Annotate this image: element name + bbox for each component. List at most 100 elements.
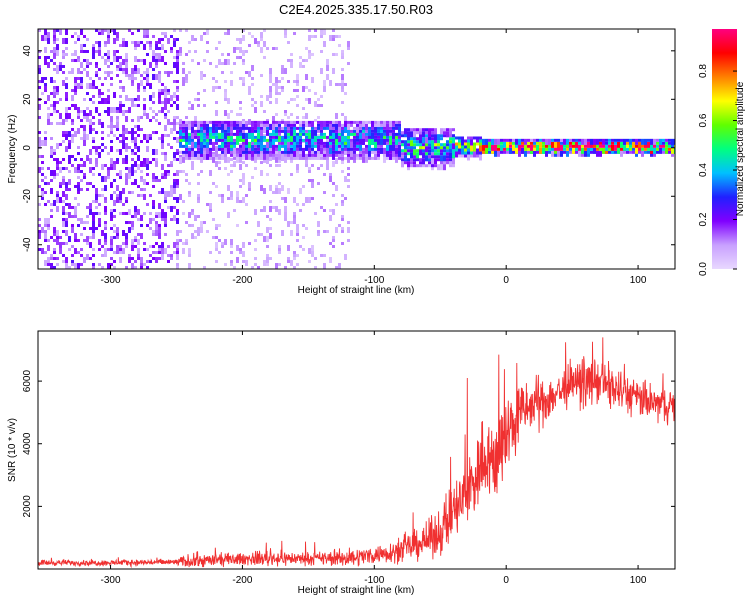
spectrogram-cell — [95, 131, 98, 134]
spectrogram-cell — [368, 138, 371, 145]
spectrogram-cell — [170, 104, 173, 107]
spectrogram-cell — [155, 215, 158, 218]
spectrogram-cell — [107, 101, 110, 104]
spectrogram-cell — [197, 138, 200, 145]
spectrogram-cell — [188, 132, 191, 136]
spectrogram-cell — [89, 62, 92, 65]
spectrogram-cell — [251, 120, 254, 127]
spectrogram-cell — [98, 68, 101, 71]
spectrogram-cell — [131, 182, 134, 185]
spectrogram-cell — [614, 144, 617, 151]
spectrogram-cell — [155, 62, 158, 65]
spectrogram-cell — [296, 83, 299, 86]
spectrogram-cell — [221, 62, 224, 65]
spectrogram-cell — [236, 38, 239, 41]
spectrogram-cell — [65, 131, 68, 134]
spectrogram-cell — [212, 135, 215, 139]
spectrogram-cell — [110, 71, 113, 74]
spectrogram-cell — [545, 147, 548, 151]
spectrogram-cell — [305, 113, 308, 119]
spectrogram-cell — [287, 132, 290, 136]
spectrogram-cell — [263, 260, 266, 266]
spectrogram-cell — [248, 188, 251, 191]
spectrogram-cell — [164, 98, 167, 104]
spectrogram-cell — [200, 129, 203, 133]
spectrogram-cell — [605, 144, 608, 151]
spectrogram-cell — [602, 138, 605, 145]
spectrogram-cell — [251, 83, 254, 86]
spectrogram-cell — [92, 47, 95, 53]
spectrogram-cell — [158, 53, 161, 59]
spectrogram-cell — [62, 200, 65, 203]
spectrogram-cell — [290, 120, 293, 124]
spectrogram-cell — [179, 194, 182, 200]
spectrogram-cell — [380, 129, 383, 133]
spectrogram-cell — [314, 212, 317, 215]
spectrogram-cell — [107, 152, 110, 155]
spectrogram-cell — [218, 120, 221, 124]
spectrogram-cell — [266, 257, 269, 263]
spectrogram-cell — [332, 209, 335, 215]
spectrogram-cell — [542, 138, 545, 142]
spectrogram-cell — [47, 167, 50, 170]
spectrogram-cell — [239, 101, 242, 104]
spectrogram-cell — [152, 101, 155, 104]
spectrogram-cell — [335, 153, 338, 157]
snr-x-axis-title: Height of straight line (km) — [298, 585, 415, 596]
spectrogram-cell — [116, 248, 119, 254]
spectrogram-cell — [185, 239, 188, 242]
spectrogram-cell — [77, 83, 80, 89]
spectrogram-cell — [149, 62, 152, 68]
spectrogram-cell — [182, 129, 185, 133]
spectrogram-cell — [338, 263, 341, 269]
spectrogram-cell — [44, 59, 47, 65]
spectrogram-cell — [125, 239, 128, 245]
spectrogram-cell — [134, 260, 137, 263]
spectrogram-cell — [86, 188, 89, 191]
spectrogram-cell — [626, 138, 629, 142]
spectrogram-cell — [113, 50, 116, 56]
spectrogram-cell — [338, 135, 341, 142]
spectrogram-cell — [122, 140, 125, 146]
spectrogram-cell — [65, 167, 68, 170]
spectrogram-cell — [452, 137, 455, 144]
spectrogram-cell — [275, 164, 278, 167]
spectrogram-cell — [125, 212, 128, 215]
spectrogram-cell — [275, 156, 278, 163]
spectrogram-cell — [515, 147, 518, 154]
spectrogram-cell — [221, 242, 224, 245]
spectrogram-cell — [62, 119, 65, 125]
spectrogram-cell — [131, 83, 134, 86]
spectrogram-cell — [542, 141, 545, 145]
spectrogram-cell — [293, 254, 296, 257]
spectrogram-cell — [44, 56, 47, 59]
spectrogram-cell — [584, 147, 587, 151]
spectrogram-x-axis-title: Height of straight line (km) — [298, 285, 415, 296]
spectrogram-cell — [398, 120, 401, 124]
spectrogram-cell — [341, 147, 344, 151]
spectrogram-cell — [176, 104, 179, 110]
spectrogram-cell — [296, 144, 299, 148]
spectrogram-cell — [290, 260, 293, 263]
spectrogram-cell — [326, 164, 329, 170]
spectrogram-cell — [320, 206, 323, 209]
spectrogram-cell — [332, 132, 335, 139]
spectrogram-cell — [221, 141, 224, 148]
spectrogram-cell — [101, 149, 104, 152]
spectrogram-cell — [53, 86, 56, 89]
spectrogram-cell — [419, 149, 422, 156]
spectrogram-cell — [86, 38, 89, 41]
spectrogram-cell — [188, 41, 191, 44]
spectrogram-cell — [284, 129, 287, 136]
spectrogram-cell — [335, 83, 338, 86]
spectrogram-cell — [473, 151, 476, 158]
spectrogram-cell — [266, 126, 269, 130]
spectrogram-cell — [449, 164, 452, 168]
spectrogram-cell — [125, 128, 128, 134]
spectrogram-cell — [137, 233, 140, 236]
spectrogram-cell — [278, 209, 281, 215]
spectrogram-cell — [335, 203, 338, 206]
spectrogram-cell — [626, 150, 629, 154]
spectrogram-cell — [104, 239, 107, 242]
spectrogram-cell — [149, 86, 152, 89]
